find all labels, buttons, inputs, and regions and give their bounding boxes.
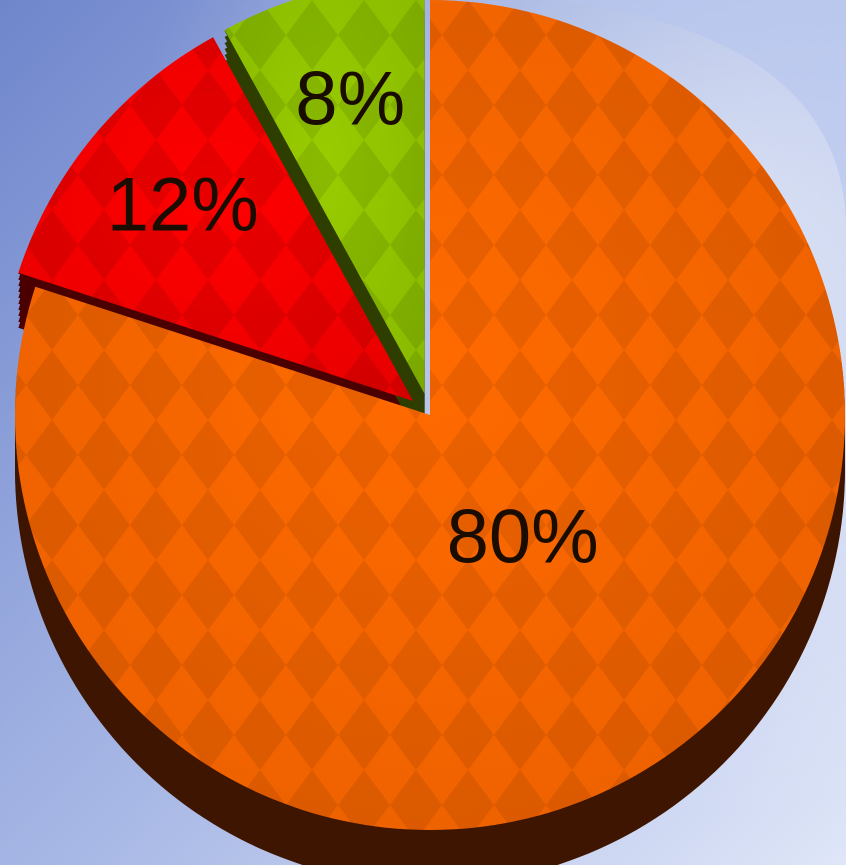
background-arc xyxy=(560,0,846,230)
pie-slice-sheen-1 xyxy=(18,37,414,401)
pie-slice-sheen-0 xyxy=(15,0,845,830)
slice-label-2: 8% xyxy=(295,56,405,141)
slice-label-1: 12% xyxy=(107,163,259,248)
slice-label-0: 80% xyxy=(447,495,599,580)
pie-labels: 80% 12% 8% xyxy=(107,56,599,579)
pie-tops xyxy=(15,0,845,830)
pie-slice-sheen-2 xyxy=(224,0,425,394)
